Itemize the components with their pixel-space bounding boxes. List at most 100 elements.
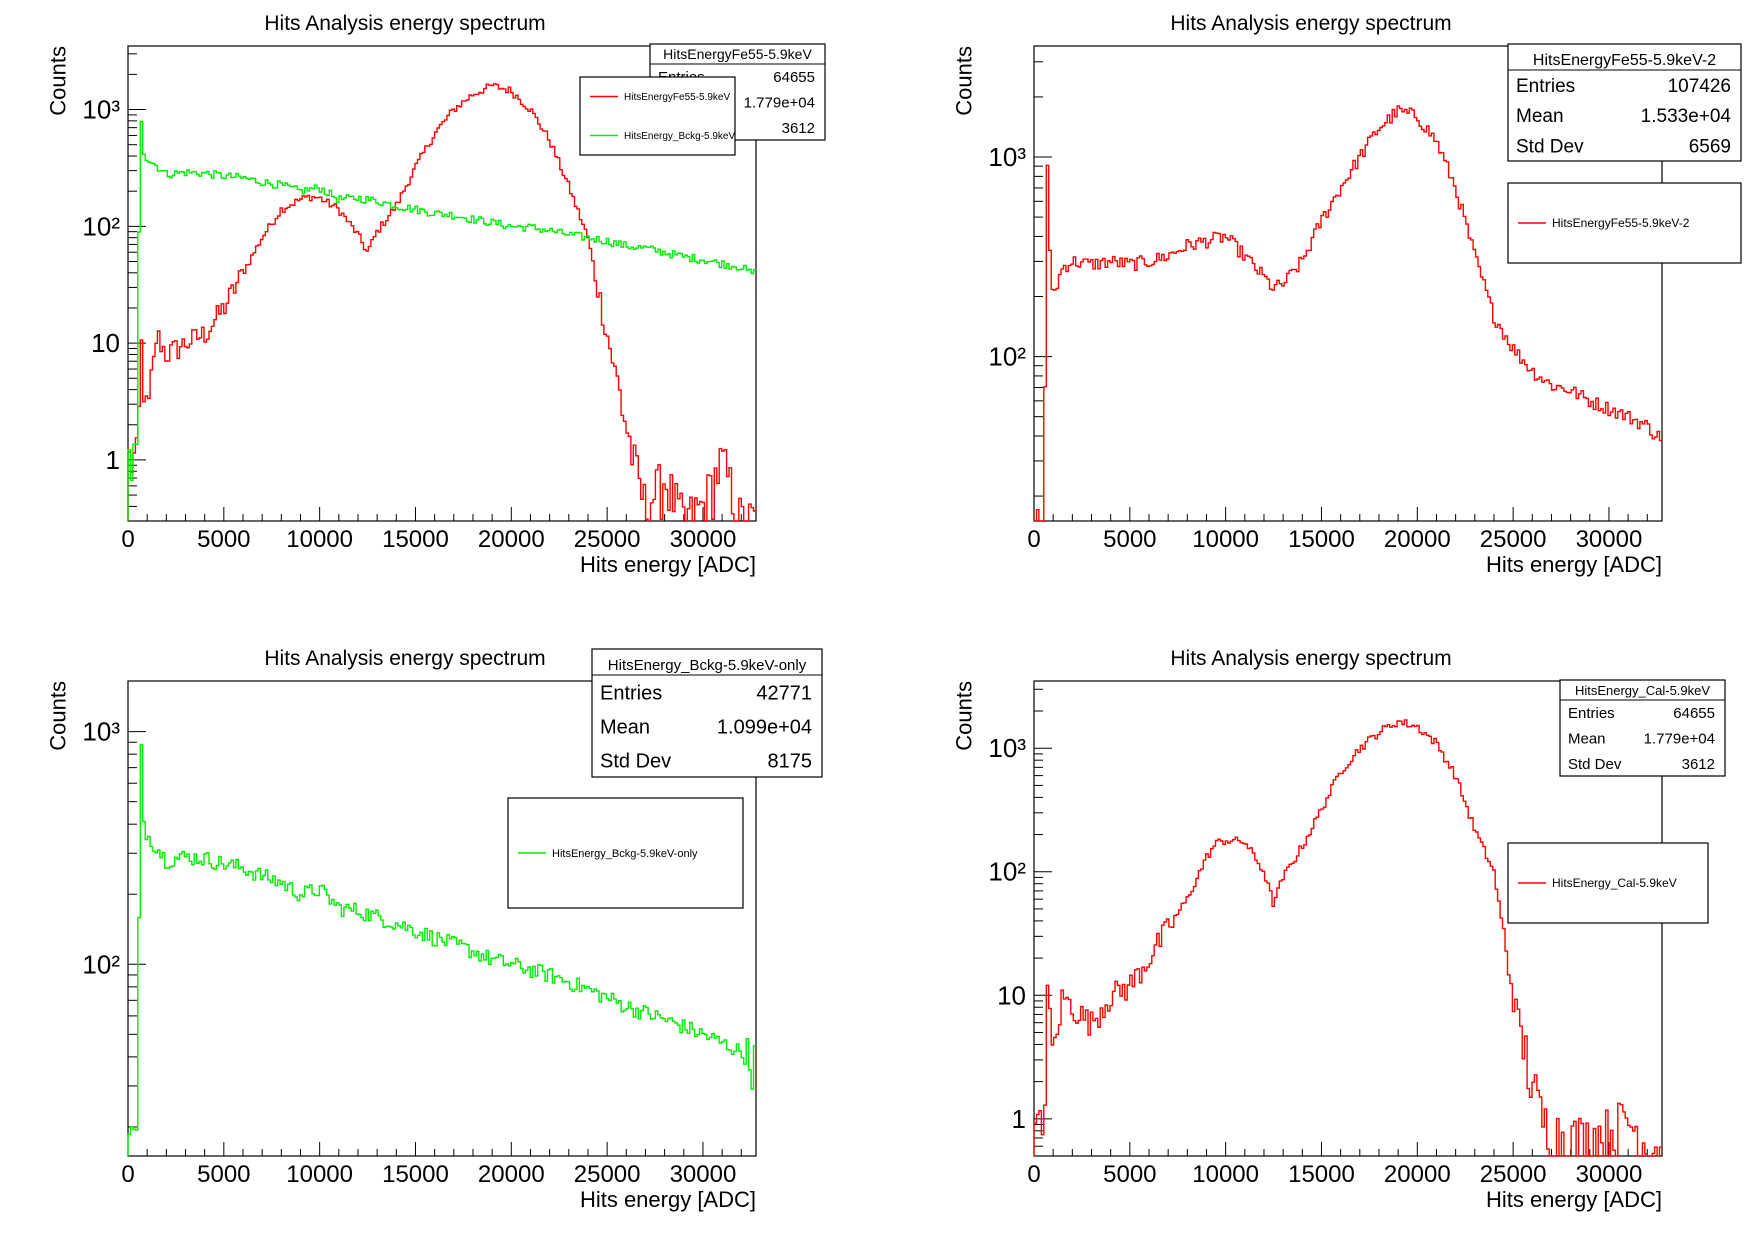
- x-tick-label: 25000: [574, 1161, 641, 1188]
- stats-label: Std Dev: [1516, 137, 1584, 158]
- x-tick-label: 15000: [382, 526, 449, 553]
- y-tick-label: 10²: [82, 949, 120, 979]
- legend: HitsEnergyFe55-5.9keV HitsEnergy_Bckg-5.9…: [579, 76, 736, 156]
- x-tick-label: 25000: [1480, 1161, 1547, 1188]
- x-tick-label: 10000: [286, 1161, 353, 1188]
- x-axis-label: Hits energy [ADC]: [580, 552, 756, 577]
- y-tick-label: 10²: [988, 342, 1026, 372]
- legend-entry: HitsEnergy_Bckg-5.9keV: [624, 131, 735, 142]
- y-tick-label: 10²: [82, 211, 120, 241]
- histogram-series-1: [127, 744, 756, 1156]
- x-tick-label: 0: [1027, 1161, 1040, 1188]
- plot-frame: [1033, 45, 1663, 522]
- x-tick-label: 0: [1027, 526, 1040, 553]
- chart-panel-1: HitsEnergyFe55-5.9keVEntries64655Mean1.7…: [127, 43, 826, 522]
- x-tick-label: 5000: [1103, 1161, 1156, 1188]
- stats-value: 42771: [756, 682, 812, 704]
- x-tick-label: 0: [121, 526, 134, 553]
- stats-label: Entries: [600, 682, 662, 704]
- x-tick-label: 30000: [670, 526, 737, 553]
- stats-title: HitsEnergy_Cal-5.9keV: [1575, 683, 1710, 698]
- chart-panel-4: HitsEnergy_Cal-5.9keV Entries 64655 Mean 1.7…: [1033, 679, 1726, 1157]
- stats-value: 3612: [782, 120, 815, 137]
- stats-value: 64655: [773, 69, 815, 86]
- x-tick-label: 10000: [1192, 526, 1259, 553]
- x-tick-label: 25000: [574, 526, 641, 553]
- y-tick-label: 10³: [82, 717, 120, 747]
- y-tick-label: 1: [106, 445, 120, 475]
- histogram-series-1: [127, 83, 756, 522]
- chart-title: Hits Analysis energy spectrum: [1170, 647, 1451, 670]
- x-tick-label: 5000: [1103, 526, 1156, 553]
- stats-label: Std Dev: [1568, 756, 1622, 773]
- x-tick-label: 20000: [1384, 1161, 1451, 1188]
- x-axis-label: Hits energy [ADC]: [580, 1187, 756, 1212]
- legend-entry: HitsEnergy_Bckg-5.9keV-only: [552, 848, 698, 860]
- x-tick-label: 5000: [197, 1161, 250, 1188]
- stats-label: Entries: [1568, 705, 1615, 722]
- stats-title: HitsEnergyFe55-5.9keV-2: [1533, 52, 1716, 69]
- stats-label: Mean: [1568, 731, 1606, 748]
- x-tick-label: 25000: [1480, 526, 1547, 553]
- x-axis-label: Hits energy [ADC]: [1486, 552, 1662, 577]
- legend: HitsEnergyFe55-5.9keV-2: [1507, 182, 1742, 264]
- legend-entry: HitsEnergyFe55-5.9keV-2: [1552, 216, 1690, 230]
- histogram-series-1: [1033, 719, 1662, 1157]
- x-tick-label: 30000: [1576, 1161, 1643, 1188]
- x-tick-label: 30000: [1576, 526, 1643, 553]
- stats-label: Mean: [1516, 106, 1564, 127]
- x-tick-label: 30000: [670, 1161, 737, 1188]
- y-tick-label: 10: [997, 980, 1026, 1010]
- stats-value: 1.779e+04: [1644, 731, 1715, 748]
- stats-value: 1.533e+04: [1641, 106, 1732, 127]
- stats-value: 1.099e+04: [717, 716, 812, 738]
- stats-value: 64655: [1673, 705, 1715, 722]
- chart-title: Hits Analysis energy spectrum: [264, 647, 545, 670]
- stats-value: 6569: [1689, 137, 1731, 158]
- x-tick-label: 10000: [1192, 1161, 1259, 1188]
- x-tick-label: 0: [121, 1161, 134, 1188]
- y-tick-label: 10³: [988, 733, 1026, 763]
- x-axis-label: Hits energy [ADC]: [1486, 1187, 1662, 1212]
- x-tick-label: 20000: [1384, 526, 1451, 553]
- stats-label: Mean: [600, 716, 650, 738]
- stats-value: 3612: [1682, 756, 1715, 773]
- y-tick-label: 10²: [988, 857, 1026, 887]
- stats-box: HitsEnergyFe55-5.9keV-2 Entries 107426 Mean…: [1507, 43, 1742, 162]
- x-tick-label: 20000: [478, 1161, 545, 1188]
- y-tick-label: 10³: [82, 95, 120, 125]
- y-tick-label: 10: [91, 328, 120, 358]
- y-axis-label: Counts: [46, 46, 71, 116]
- chart-panel-3: HitsEnergy_Bckg-5.9keV-only Entries 42771 M…: [127, 648, 823, 1157]
- y-axis-label: Counts: [952, 681, 977, 751]
- stats-title: HitsEnergyFe55-5.9keV: [663, 46, 812, 62]
- y-tick-label: 1: [1012, 1104, 1026, 1134]
- stats-value: 1.779e+04: [744, 95, 815, 112]
- stats-value: 107426: [1668, 76, 1731, 97]
- y-tick-label: 10³: [988, 142, 1026, 172]
- plot-frame: [127, 680, 757, 1157]
- histogram-series-2: [127, 120, 756, 521]
- legend-entry: HitsEnergyFe55-5.9keV: [624, 92, 730, 103]
- stats-value: 8175: [768, 750, 813, 772]
- stats-label: Entries: [1516, 76, 1575, 97]
- x-tick-label: 15000: [1288, 526, 1355, 553]
- plot-frame: [127, 45, 757, 522]
- x-tick-label: 15000: [1288, 1161, 1355, 1188]
- chart-title: Hits Analysis energy spectrum: [1170, 12, 1451, 35]
- legend-entry: HitsEnergy_Cal-5.9keV: [1552, 876, 1677, 890]
- x-tick-label: 20000: [478, 526, 545, 553]
- y-axis-label: Counts: [46, 681, 71, 751]
- x-tick-label: 15000: [382, 1161, 449, 1188]
- histogram-series-1: [1034, 105, 1662, 522]
- stats-label: Std Dev: [600, 750, 671, 772]
- chart-panel-2: HitsEnergyFe55-5.9keV-2 Entries 107426 Mean…: [1033, 43, 1742, 522]
- chart-title: Hits Analysis energy spectrum: [264, 12, 545, 35]
- legend: HitsEnergy_Bckg-5.9keV-only: [507, 797, 744, 909]
- stats-title: HitsEnergy_Bckg-5.9keV-only: [608, 657, 807, 674]
- legend: HitsEnergy_Cal-5.9keV: [1507, 842, 1709, 924]
- stats-box: HitsEnergy_Cal-5.9keV Entries 64655 Mean 1.7…: [1559, 679, 1726, 777]
- x-tick-label: 5000: [197, 526, 250, 553]
- stats-box: HitsEnergy_Bckg-5.9keV-only Entries 42771 M…: [591, 648, 823, 778]
